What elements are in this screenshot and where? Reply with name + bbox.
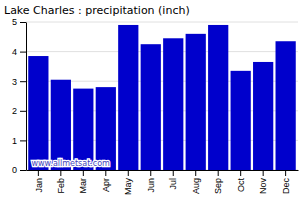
y-tick-label: 2 [12, 106, 17, 116]
y-tick: 2 [12, 106, 26, 116]
chart-svg: Jan Feb Mar Apr May Jun Jul Aug Sep Oct Nov Dec 0 1 2 3… [0, 0, 306, 200]
x-tick-mark [105, 170, 106, 176]
x-axis: Jan Feb Mar Apr May Jun Jul Aug Sep Oct Nov Dec [27, 170, 299, 195]
x-tick-label: Mar [78, 178, 88, 194]
bar [51, 80, 71, 170]
title: Lake Charles : precipitation (inch) [4, 4, 190, 17]
bar [276, 41, 296, 170]
x-tick-mark [128, 170, 129, 176]
y-tick-label: 0 [12, 165, 17, 175]
x-tick-mark [263, 170, 264, 176]
y-tick-label: 3 [12, 77, 17, 87]
y-tick-mark [20, 140, 26, 141]
x-tick-label: Apr [101, 178, 111, 192]
x-tick: Dec [281, 170, 291, 194]
y-tick-label: 5 [12, 17, 17, 27]
x-tick-mark [83, 170, 84, 176]
x-tick: Mar [78, 170, 88, 194]
x-tick-mark [38, 170, 39, 176]
x-tick-mark [240, 170, 241, 176]
watermark: www.allmetsat.com [31, 159, 110, 168]
bar [96, 87, 116, 170]
bar [231, 71, 251, 170]
y-tick: 0 [12, 165, 26, 175]
x-tick: Apr [101, 170, 111, 192]
x-tick-label: Nov [258, 178, 268, 195]
x-tick-mark [195, 170, 196, 176]
bars [28, 25, 296, 170]
y-tick: 3 [12, 77, 26, 87]
x-tick-label: Dec [281, 178, 291, 195]
x-tick-label: Jun [146, 178, 156, 193]
bar [141, 44, 161, 170]
x-tick-label: Sep [213, 178, 223, 194]
grid [26, 22, 298, 170]
y-tick-mark [20, 22, 26, 23]
x-tick: Oct [236, 170, 246, 192]
bar [73, 89, 93, 170]
x-tick: Aug [191, 170, 201, 194]
bar [118, 25, 138, 170]
x-tick-label: Jan [34, 178, 44, 193]
x-tick-mark [173, 170, 174, 176]
grid-line [26, 22, 298, 23]
x-tick-mark [218, 170, 219, 176]
x-tick-label: Aug [191, 178, 201, 194]
y-axis: 0 1 2 3 4 5 [12, 17, 27, 175]
x-tick-mark [60, 170, 61, 176]
y-tick: 4 [12, 47, 26, 57]
y-tick: 1 [12, 136, 26, 146]
y-tick-label: 4 [12, 47, 17, 57]
x-tick-mark [285, 170, 286, 176]
bar [186, 34, 206, 170]
x-tick: Jul [168, 170, 178, 190]
x-tick: Feb [56, 170, 66, 194]
bar [28, 56, 48, 170]
y-tick-label: 1 [12, 136, 17, 146]
y-tick-mark [20, 111, 26, 112]
x-tick: May [123, 170, 133, 195]
y-tick-mark [20, 52, 26, 53]
x-tick-label: Jul [168, 178, 178, 190]
x-tick-label: Oct [236, 178, 246, 193]
x-tick-label: Feb [56, 178, 66, 194]
y-tick: 5 [12, 17, 26, 27]
chart-container: Jan Feb Mar Apr May Jun Jul Aug Sep Oct Nov Dec 0 1 2 3… [0, 0, 306, 200]
y-tick-mark [20, 170, 26, 171]
bar [208, 25, 228, 170]
x-tick: Sep [213, 170, 223, 194]
plot-area: Jan Feb Mar Apr May Jun Jul Aug Sep Oct Nov Dec 0 1 2 3… [12, 17, 299, 195]
x-tick-label: May [123, 178, 133, 196]
x-tick-mark [150, 170, 151, 176]
grid-line [26, 51, 298, 52]
y-tick-mark [20, 81, 26, 82]
x-tick: Nov [258, 170, 268, 194]
y-axis-line [26, 23, 27, 171]
bar [163, 38, 183, 170]
bar [253, 62, 273, 170]
x-tick: Jan [34, 170, 44, 193]
x-axis-line [27, 170, 299, 171]
x-tick: Jun [146, 170, 156, 193]
